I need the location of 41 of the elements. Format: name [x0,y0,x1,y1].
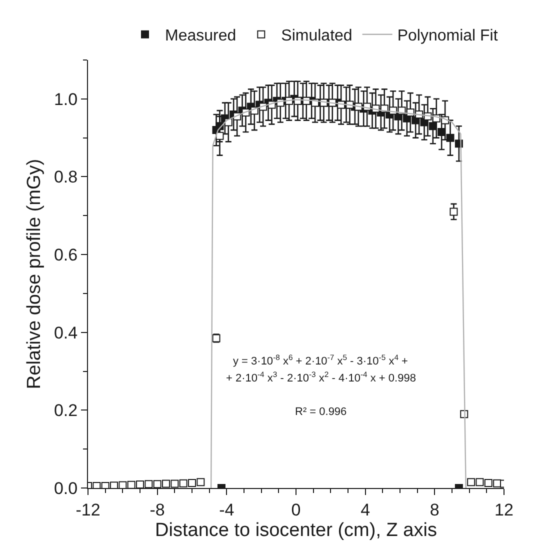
point [484,478,492,487]
point [170,480,179,488]
point [118,481,127,488]
point [110,482,118,488]
y-tick-label: 0.4 [54,323,78,342]
point [450,208,458,216]
text: y = 3·10$^{-8}$ x$^{6}$ + 2·10$^{-7}$ x$^{5}$ - 3·10$^{-5}$ x$^{4}$ + [233,353,408,368]
x-tick-label: 0 [291,500,301,520]
y-tick-label: 0.8 [54,168,78,187]
point [216,132,224,140]
x-tick-label: 4 [360,500,370,520]
point [144,480,153,488]
text: + 2·10$^{-4}$ x$^{3}$ - 2·10$^{-3}$ x$^{2}$ - 4·10$^{-4}$ x + 0.998 [226,370,416,385]
point [136,480,144,488]
point [127,480,136,488]
point [196,478,205,486]
point [446,134,454,142]
point [179,479,188,488]
y-axis-title: Relative dose profile (mGy) [24,158,45,390]
point [467,478,476,486]
y-tick-label: 0.6 [54,246,78,264]
annotation: R² = 0.996 [295,406,347,418]
legend-label: Measured [165,28,236,45]
point [188,478,196,487]
x-tick-label: -12 [76,500,100,520]
point [101,482,110,488]
point [493,479,502,488]
x-tick-label: 12 [494,500,514,520]
point [92,482,101,488]
y-tick-label: 1.0 [54,90,78,109]
x-tick-label: 8 [430,500,440,520]
legend-label: Simulated [281,28,352,45]
y-tick-label: 0.2 [54,401,78,420]
y-tick-label: 0.0 [54,478,78,498]
x-tick-label: -4 [219,500,234,520]
point [476,478,484,486]
legend-label: Polynomial Fit [397,28,498,45]
x-tick-label: -8 [150,500,165,520]
point [162,480,170,488]
point [153,480,162,488]
x-axis-title: Distance to isocenter (cm), Z axis [155,520,437,542]
